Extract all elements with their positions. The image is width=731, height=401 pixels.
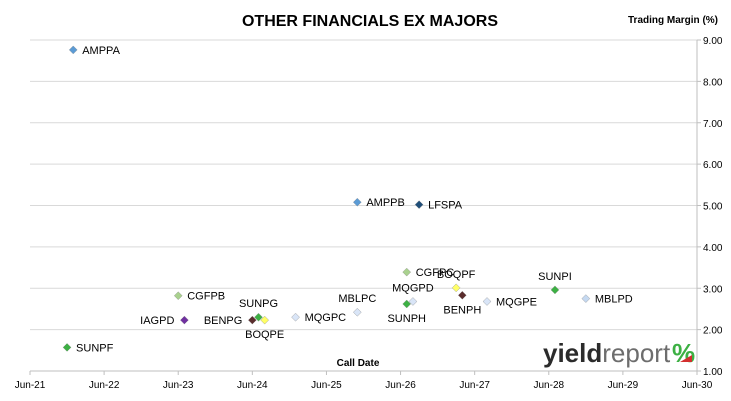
y-tick-label: 6.00 [703,160,723,171]
scatter-point-amppa [68,45,78,55]
point-label-amppa: AMPPA [82,45,120,57]
point-label-sunpf: SUNPF [76,342,114,354]
logo-prefix: yield [543,338,602,368]
y-tick-label: 1.00 [703,367,723,378]
x-tick-label: Jun-30 [682,380,713,391]
point-label-sunpg: SUNPG [239,298,278,310]
x-axis-label: Call Date [337,358,380,369]
svg-text:yieldreport: yieldreport [543,338,671,368]
point-label-mblpd: MBLPD [595,294,633,306]
y-tick-label: 5.00 [703,202,723,213]
scatter-point-lfspa [414,200,424,209]
y-tick-label: 8.00 [703,77,723,88]
chart-title: OTHER FINANCIALS EX MAJORS [242,13,498,30]
point-label-sunpi: SUNPI [538,271,572,283]
y-tick-label: 7.00 [703,119,723,130]
logo-mark: % [672,338,695,368]
point-label-lfspa: LFSPA [428,200,463,212]
tick-labels: 1.00 2.00 3.00 4.00 5.00 6.00 7.00 8.00 9.00 Jun-… [15,36,723,391]
point-label-benpg: BENPG [204,315,243,327]
scatter-point-sunpf [62,343,72,352]
percent-mark-icon: % [672,338,695,368]
x-tick-label: Jun-25 [311,380,342,391]
point-label-benph: BENPH [443,304,481,316]
point-label-boqpf: BOQPF [437,269,476,281]
point-label-cgfpb: CGFPB [187,291,225,303]
gridlines [30,39,697,331]
point-label-mblpc: MBLPC [338,293,376,305]
axes [29,39,701,375]
y-tick-label: 9.00 [703,36,723,47]
yieldreport-logo: yieldreport % [543,338,695,368]
scatter-point-sunph [402,299,412,309]
point-label-boqpe: BOQPE [245,329,284,341]
scatter-point-mqgpe [482,297,492,306]
point-label-mqgpd: MQGPD [392,282,434,294]
data-points [62,45,591,352]
scatter-point-mqgpc [291,312,300,322]
scatter-point-boqpe [260,315,269,325]
x-tick-label: Jun-27 [459,380,490,391]
y-axis-label: Trading Margin (%) [628,15,718,26]
x-tick-label: Jun-24 [237,380,268,391]
scatter-point-benpg [248,315,257,325]
x-tick-label: Jun-21 [15,380,46,391]
scatter-point-boqpf [451,283,461,293]
point-label-mqgpe: MQGPE [496,296,537,308]
point-label-iagpd: IAGPD [140,315,174,327]
logo-suffix: report [602,338,671,368]
x-tick-label: Jun-28 [533,380,564,391]
percent-mark-red-icon [672,355,692,362]
scatter-point-amppb [353,197,362,207]
x-tick-label: Jun-22 [89,380,120,391]
x-tick-label: Jun-26 [385,380,416,391]
scatter-point-iagpd [180,315,189,325]
scatter-point-mblpc [353,307,362,317]
scatter-point-cgfpc [402,267,412,277]
point-label-sunph: SUNPH [387,313,426,325]
point-label-amppb: AMPPB [366,197,405,209]
x-tick-label: Jun-23 [163,380,194,391]
x-tick-label: Jun-29 [608,380,639,391]
scatter-point-cgfpb [173,291,183,300]
y-tick-label: 3.00 [703,284,723,295]
scatter-point-sunpi [550,285,560,295]
scatter-point-mqgpd [408,297,418,306]
point-label-mqgpc: MQGPC [305,312,347,324]
y-tick-label: 4.00 [703,243,723,254]
y-tick-label: 2.00 [703,326,723,337]
point-label-cgfpc: CGFPC [416,267,455,279]
scatter-point-sunpg [254,312,263,322]
scatter-point-benph [458,291,467,300]
scatter-point-mblpd [581,294,591,303]
